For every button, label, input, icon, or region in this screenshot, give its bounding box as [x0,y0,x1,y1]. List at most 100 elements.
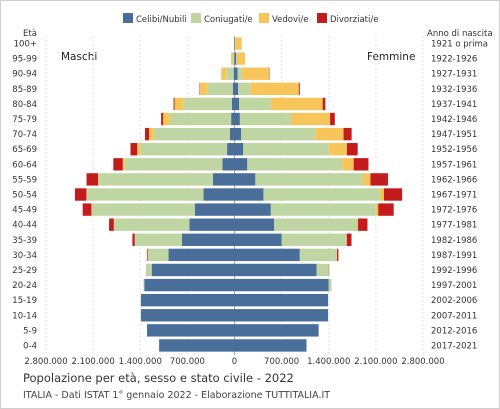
bar-male-30-34-divorziati-e [146,248,148,262]
bar-female-85-89-divorziati-e [298,82,300,96]
x-tick-label: 2.800.000 [401,357,444,366]
legend: Celibi/Nubili Coniugati/e Vedovi/e Divorzia… [123,13,378,25]
bar-male-45-49-celibi-nubili [194,203,235,216]
birth-year-label: 1952-1956 [431,145,477,155]
bar-female-65-69-celibi-nubili [234,143,244,156]
bar-male-70-74-coniugati-e [153,127,230,141]
bar-male-60-64-divorziati-e [113,158,123,171]
x-tick-label: 2.100.000 [71,357,114,366]
birth-year-label: 1982-1986 [431,236,477,246]
age-label: 20-24 [12,281,37,291]
bar-female-70-74-vedovi-e [315,127,344,141]
bar-male-25-29-celibi-nubili [151,263,235,277]
bar-female-30-34-divorziati-e [337,248,339,262]
male-side-label: Maschi [61,51,97,63]
bar-male-50-54-divorziati-e [74,188,87,201]
bar-female-75-79-vedovi-e [291,112,331,126]
bar-male-45-49-divorziati-e [82,203,92,216]
bar-male-90-94-vedovi-e [221,67,227,80]
birth-year-label: 2007-2011 [431,311,477,321]
bar-male-5-9-celibi-nubili [146,324,235,337]
bar-female-30-34-coniugati-e [299,248,337,262]
bar-male-40-44-coniugati-e [113,218,190,231]
bar-male-95-99-vedovi-e [231,52,234,65]
birth-year-label: 1962-1966 [431,175,477,185]
bar-male-90-94-coniugati-e [226,67,234,80]
bar-female-85-89-celibi-nubili [234,82,239,96]
legend-label-celibi-nubili: Celibi/Nubili [136,15,187,25]
bar-female-50-54-coniugati-e [263,188,380,201]
bar-female-80-84-celibi-nubili [234,97,240,111]
bar-male-45-49-coniugati-e [91,203,195,216]
bar-male-70-74-vedovi-e [149,127,154,141]
birth-year-label: 1997-2001 [431,281,477,291]
bar-male-65-69-celibi-nubili [227,143,235,156]
bar-female-55-59-divorziati-e [370,173,388,186]
bar-female-50-54-divorziati-e [383,188,403,201]
female-side-label: Femmine [367,51,415,63]
legend-label-vedovi-e: Vedovi/e [272,15,308,25]
age-label: 65-69 [12,145,37,155]
bar-female-75-79-coniugati-e [239,112,292,126]
bar-male-85-89-coniugati-e [207,82,233,96]
bar-male-60-64-vedovi-e [122,158,125,171]
bar-female-70-74-coniugati-e [241,127,316,141]
bar-female-95-99-celibi-nubili [234,52,237,65]
bar-male-55-59-vedovi-e [97,173,100,186]
bar-male-50-54-celibi-nubili [203,188,235,201]
birth-year-label: 1977-1981 [431,221,477,231]
bars [74,37,403,352]
bar-female-65-69-divorziati-e [346,143,358,156]
x-tick-label: 0 [232,357,237,366]
bar-male-90-94-celibi-nubili [233,67,235,80]
bar-female-80-84-divorziati-e [322,97,326,111]
bar-male-30-34-celibi-nubili [168,248,235,262]
bar-female-15-19-celibi-nubili [234,293,329,307]
bar-male-15-19-celibi-nubili [140,293,235,307]
bar-female-95-99-vedovi-e [236,52,246,65]
birth-year-label: 1942-1946 [431,115,477,125]
age-label: 80-84 [12,100,37,110]
bar-female-35-39-celibi-nubili [234,233,282,246]
birth-year-label: 1967-1971 [431,191,477,201]
x-tick-label: 1.400.000 [119,357,162,366]
bar-female-80-84-coniugati-e [239,97,271,111]
bar-female-40-44-coniugati-e [274,218,358,231]
bar-male-85-89-vedovi-e [199,82,208,96]
bar-female-20-24-coniugati-e [328,278,332,292]
age-label: 5-9 [23,326,37,336]
age-label: 35-39 [12,236,37,246]
bar-female-40-44-divorziati-e [358,218,368,231]
birth-year-label: 1957-1961 [431,160,477,170]
x-tick-label: 1.400.000 [307,357,350,366]
age-label: 25-29 [12,266,37,276]
bar-female-55-59-celibi-nubili [234,173,256,186]
birth-year-label: 1921 o prima [431,40,488,50]
birth-year-label: 2012-2016 [431,326,477,336]
bar-male-80-84-coniugati-e [183,97,232,111]
age-label: 45-49 [12,206,37,216]
bar-male-60-64-celibi-nubili [222,158,235,171]
bar-male-60-64-coniugati-e [124,158,223,171]
bar-male-35-39-divorziati-e [132,233,135,246]
bar-male-80-84-divorziati-e [173,97,175,111]
bar-female-75-79-celibi-nubili [234,112,240,126]
birth-year-label: 2017-2021 [431,341,477,351]
x-tick-label: 2.800.000 [24,357,67,366]
bar-female-25-29-coniugati-e [316,263,329,277]
bar-male-55-59-divorziati-e [86,173,98,186]
bar-female-55-59-vedovi-e [363,173,371,186]
age-label: 95-99 [12,55,37,65]
bar-male-55-59-celibi-nubili [212,173,235,186]
age-label: 10-14 [12,311,37,321]
population-pyramid-chart: Celibi/Nubili Coniugati/e Vedovi/e Divorzia… [12,13,493,366]
bar-female-45-49-vedovi-e [375,203,379,216]
bar-female-35-39-divorziati-e [346,233,352,246]
bar-male-35-39-celibi-nubili [181,233,235,246]
bar-female-45-49-celibi-nubili [234,203,271,216]
legend-swatch-coniugati-e [191,13,201,23]
bar-male-30-34-coniugati-e [147,248,169,262]
bar-female-60-64-coniugati-e [247,158,343,171]
bar-female-90-94-vedovi-e [242,67,270,80]
